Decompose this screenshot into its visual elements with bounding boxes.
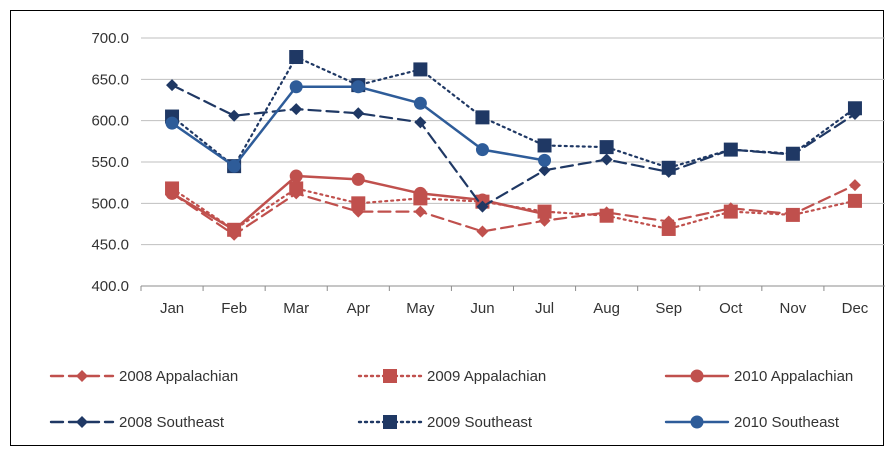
data-point bbox=[289, 80, 303, 94]
data-point bbox=[289, 50, 304, 65]
x-tick-label: Feb bbox=[221, 300, 247, 317]
data-point bbox=[475, 193, 489, 207]
legend-label: 2008 Southeast bbox=[119, 414, 225, 431]
data-point bbox=[290, 103, 303, 116]
legend-label: 2009 Southeast bbox=[427, 414, 533, 431]
x-tick-label: Jul bbox=[535, 300, 554, 317]
data-point bbox=[848, 179, 861, 192]
y-tick-label: 400.0 bbox=[91, 278, 129, 295]
data-point bbox=[538, 207, 552, 221]
data-point bbox=[661, 221, 676, 236]
y-tick-label: 450.0 bbox=[91, 237, 129, 254]
x-tick-label: Apr bbox=[347, 300, 370, 317]
data-point bbox=[352, 107, 365, 120]
series-line bbox=[170, 85, 546, 168]
data-point bbox=[413, 62, 428, 77]
data-point bbox=[475, 110, 490, 125]
data-point bbox=[414, 116, 427, 129]
legend-label: 2008 Appalachian bbox=[119, 368, 238, 385]
series-line bbox=[170, 84, 857, 208]
x-tick-label: Sep bbox=[655, 300, 682, 317]
x-tick-label: Jun bbox=[470, 300, 494, 317]
legend-marker bbox=[690, 369, 704, 383]
series-line bbox=[170, 55, 857, 169]
data-point bbox=[600, 153, 613, 166]
data-point bbox=[538, 153, 552, 167]
data-point bbox=[351, 172, 365, 186]
chart-frame: 700.0 650.0 600.0 550.0 500.0 450.0 400.0 Jan Fe… bbox=[10, 10, 885, 446]
data-point bbox=[413, 96, 427, 110]
data-point bbox=[414, 205, 427, 218]
y-tick-label: 550.0 bbox=[91, 154, 129, 171]
data-point bbox=[599, 140, 614, 155]
x-tick-label: Nov bbox=[780, 300, 807, 317]
x-tick-label: Mar bbox=[283, 300, 309, 317]
legend-marker bbox=[690, 415, 704, 429]
data-point bbox=[538, 164, 551, 177]
data-point bbox=[475, 143, 489, 157]
data-point bbox=[785, 146, 800, 161]
data-point bbox=[723, 142, 738, 157]
data-point bbox=[227, 159, 241, 173]
data-point bbox=[847, 101, 862, 116]
legend-marker bbox=[383, 369, 397, 383]
x-tick-label: Dec bbox=[842, 300, 869, 317]
legend-label: 2010 Southeast bbox=[734, 414, 840, 431]
data-point bbox=[847, 193, 862, 208]
data-point bbox=[785, 207, 800, 222]
data-point bbox=[351, 196, 366, 211]
legend-label: 2010 Appalachian bbox=[734, 368, 853, 385]
data-point bbox=[227, 223, 241, 237]
legend-label: 2009 Appalachian bbox=[427, 368, 546, 385]
data-point bbox=[413, 186, 427, 200]
y-tick-label: 500.0 bbox=[91, 195, 129, 212]
data-point bbox=[723, 204, 738, 219]
data-point bbox=[599, 208, 614, 223]
data-point bbox=[661, 160, 676, 175]
data-point bbox=[289, 181, 304, 196]
data-point bbox=[476, 200, 489, 213]
x-tick-label: May bbox=[406, 300, 435, 317]
legend-marker bbox=[76, 370, 88, 382]
data-point bbox=[165, 116, 179, 130]
line-chart: 700.0 650.0 600.0 550.0 500.0 450.0 400.0 Jan Fe… bbox=[49, 30, 885, 431]
x-tick-label: Jan bbox=[160, 300, 184, 317]
data-point bbox=[228, 109, 241, 122]
x-tick-label: Aug bbox=[593, 300, 620, 317]
data-point bbox=[166, 79, 179, 92]
data-point bbox=[289, 169, 303, 183]
data-point bbox=[351, 80, 365, 94]
data-point bbox=[165, 186, 179, 200]
series-line bbox=[170, 184, 857, 236]
y-tick-label: 700.0 bbox=[91, 30, 129, 47]
y-tick-label: 600.0 bbox=[91, 113, 129, 130]
legend-marker bbox=[76, 416, 88, 428]
x-tick-label: Oct bbox=[719, 300, 743, 317]
data-point bbox=[476, 225, 489, 238]
data-point bbox=[537, 138, 552, 153]
y-tick-label: 650.0 bbox=[91, 71, 129, 88]
legend-marker bbox=[383, 415, 397, 429]
